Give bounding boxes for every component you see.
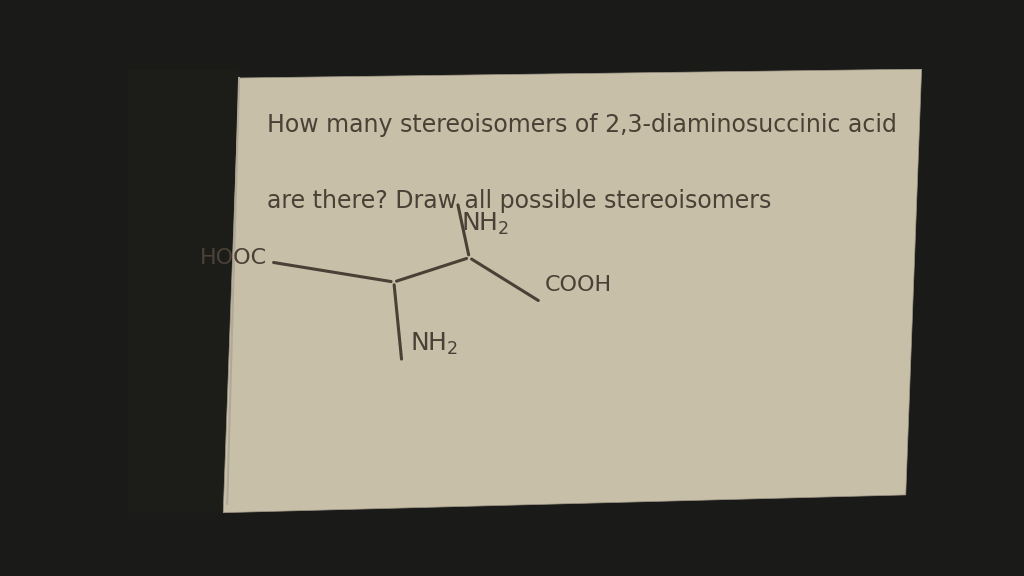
Polygon shape [223, 69, 922, 513]
Polygon shape [128, 69, 240, 513]
Text: NH$_2$: NH$_2$ [410, 331, 458, 357]
Text: HOOC: HOOC [200, 248, 267, 268]
Text: NH$_2$: NH$_2$ [461, 211, 510, 237]
Text: COOH: COOH [545, 275, 611, 295]
Text: How many stereoisomers of 2,3-diaminosuccinic acid: How many stereoisomers of 2,3-diaminosuc… [267, 113, 897, 138]
Text: are there? Draw all possible stereoisomers: are there? Draw all possible stereoisome… [267, 189, 771, 213]
